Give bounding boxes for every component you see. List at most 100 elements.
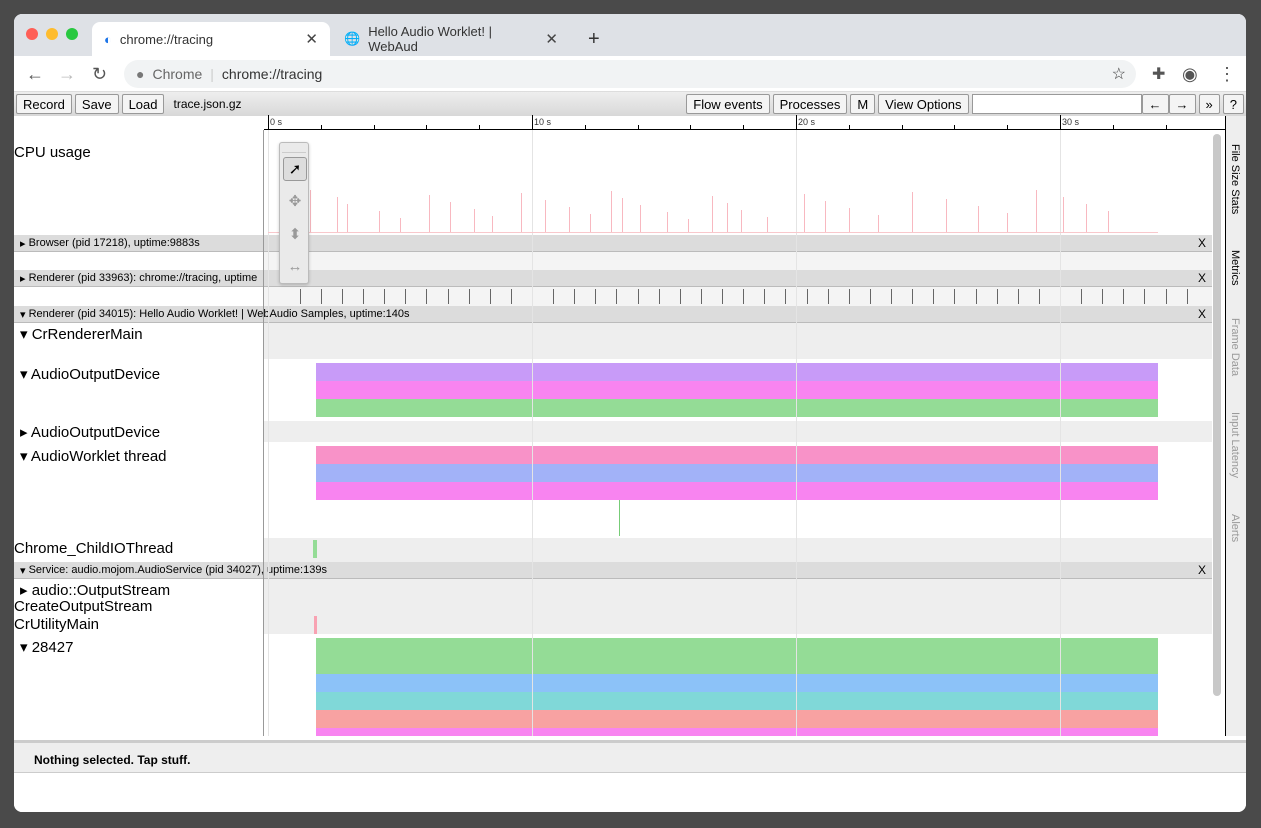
track-label-childio[interactable]: Chrome_ChildIOThread <box>14 540 174 557</box>
reload-icon[interactable]: ↻ <box>92 64 108 84</box>
help-button[interactable]: ? <box>1222 94 1244 114</box>
process-header-browser[interactable]: ▸ Browser (pid 17218), uptime:9883s X <box>14 235 1212 252</box>
time-ruler[interactable]: 0 s 10 s 20 s 30 s <box>264 115 1226 130</box>
track-label-audiooutputdevice-2[interactable]: ▸ AudioOutputDevice <box>20 424 161 441</box>
close-tab-icon[interactable]: ✕ <box>545 31 558 48</box>
crutilitymain-slice[interactable] <box>314 616 317 634</box>
renderer-event <box>806 289 808 304</box>
thread-slice[interactable] <box>315 464 1158 482</box>
thread-slice[interactable] <box>315 674 1158 692</box>
minor-tick <box>584 125 586 129</box>
omnibox[interactable]: ● Chrome | chrome://tracing ☆ <box>124 60 1136 88</box>
renderer-event <box>637 289 639 304</box>
globe-icon: 🌐 <box>344 31 361 46</box>
extensions-icon[interactable]: ✚ <box>1152 66 1166 83</box>
process-header-audio-service[interactable]: ▾ Service: audio.mojom.AudioService (pid… <box>14 562 1212 579</box>
minimize-window-button[interactable] <box>46 28 58 40</box>
thread-slice[interactable] <box>315 710 1158 728</box>
close-process-button[interactable]: X <box>1197 563 1206 577</box>
record-button[interactable]: Record <box>16 94 72 114</box>
thread-slice[interactable] <box>315 692 1158 710</box>
load-button[interactable]: Load <box>121 94 165 114</box>
forward-icon[interactable]: → <box>58 64 76 84</box>
profile-icon[interactable]: ◉ <box>1182 64 1198 84</box>
tab-tracing[interactable]: ◐ chrome://tracing ✕ <box>92 22 330 56</box>
close-process-button[interactable]: X <box>1197 307 1206 321</box>
view-options-button[interactable]: View Options <box>878 94 969 114</box>
find-next-button[interactable]: → <box>1168 94 1196 114</box>
process-header-renderer-tracing[interactable]: ▸ Renderer (pid 33963): chrome://tracing… <box>14 270 1212 287</box>
close-process-button[interactable]: X <box>1197 271 1206 285</box>
side-tab-frame-data[interactable]: Frame Data <box>1229 318 1241 377</box>
cpu-spike <box>1062 197 1064 233</box>
label-text: AudioWorklet thread <box>30 448 167 465</box>
vertical-scrollbar[interactable] <box>1213 134 1221 696</box>
search-input[interactable] <box>971 94 1142 114</box>
cpu-spike <box>400 218 401 233</box>
more-button[interactable]: » <box>1198 94 1220 114</box>
renderer-event <box>700 289 702 304</box>
drag-handle[interactable] <box>282 145 306 153</box>
thread-slice[interactable] <box>315 482 1158 500</box>
renderer-event <box>933 289 935 304</box>
pan-tool-icon[interactable]: ✥ <box>288 193 302 210</box>
thread-slice[interactable] <box>315 399 1158 417</box>
renderer-event <box>891 289 893 304</box>
cpu-spike <box>568 207 570 233</box>
menu-icon[interactable]: ⋮ <box>1218 64 1236 84</box>
metadata-button[interactable]: M <box>850 94 876 114</box>
renderer-event <box>785 289 787 304</box>
track-label-audioworklet[interactable]: ▾ AudioWorklet thread <box>20 448 167 465</box>
side-tab-input-latency[interactable]: Input Latency <box>1229 412 1241 479</box>
selection-status: Nothing selected. Tap stuff. <box>14 743 1246 773</box>
worklet-slice[interactable] <box>619 500 620 536</box>
outputstream-track <box>264 579 1212 634</box>
timing-tool-icon[interactable]: ↔ <box>287 258 303 275</box>
star-icon[interactable]: ☆ <box>1111 66 1126 83</box>
childio-slice[interactable] <box>313 540 317 558</box>
thread-slice[interactable] <box>315 728 1158 736</box>
thread-slice[interactable] <box>315 638 1158 656</box>
renderer-event <box>658 289 660 304</box>
track-label-crutilitymain[interactable]: CrUtilityMain <box>14 616 100 633</box>
track-label-outputstream[interactable]: ▸ audio::OutputStream <box>20 582 171 599</box>
save-button[interactable]: Save <box>74 94 119 114</box>
process-header-renderer-audio[interactable]: ▾ Renderer (pid 34015): Hello Audio Work… <box>14 306 1212 323</box>
minor-tick <box>954 125 956 129</box>
renderer-event <box>384 289 386 304</box>
processes-button[interactable]: Processes <box>772 94 848 114</box>
flow-events-button[interactable]: Flow events <box>686 94 770 114</box>
minor-tick <box>373 125 375 129</box>
gridline <box>796 130 797 736</box>
browser-track <box>264 252 1212 270</box>
zoom-tool-icon[interactable]: ⬍ <box>288 226 302 243</box>
back-icon[interactable]: ← <box>26 64 44 84</box>
track-label-createoutputstream[interactable]: CreateOutputStream <box>14 598 153 615</box>
tab-audio-worklet[interactable]: 🌐 Hello Audio Worklet! | WebAud ✕ <box>332 22 570 56</box>
side-tab-file-size-stats[interactable]: File Size Stats <box>1229 144 1241 215</box>
maximize-window-button[interactable] <box>66 28 78 40</box>
renderer-event <box>1123 289 1125 304</box>
timeline-tracks[interactable]: CPU usage ▸ Browser (pid 17218), uptime:… <box>14 130 1212 736</box>
cpu-spike <box>1007 213 1009 233</box>
new-tab-button[interactable]: + <box>588 27 600 50</box>
thread-slice[interactable] <box>315 363 1158 381</box>
side-tab-metrics[interactable]: Metrics <box>1229 250 1241 286</box>
crrenderermain-track <box>264 323 1212 359</box>
thread-slice[interactable] <box>315 446 1158 464</box>
track-label-audiooutputdevice[interactable]: ▾ AudioOutputDevice <box>20 366 161 383</box>
track-label-28427[interactable]: ▾ 28427 <box>20 639 74 656</box>
close-process-button[interactable]: X <box>1197 236 1206 250</box>
side-tab-alerts[interactable]: Alerts <box>1229 514 1241 543</box>
thread-slice[interactable] <box>315 656 1158 674</box>
find-previous-button[interactable]: ← <box>1141 94 1169 114</box>
close-tab-icon[interactable]: ✕ <box>305 31 318 48</box>
renderer-event <box>468 289 470 304</box>
close-window-button[interactable] <box>26 28 38 40</box>
thread-slice[interactable] <box>315 381 1158 399</box>
cpu-spike <box>1086 204 1088 233</box>
selection-tool-icon[interactable]: ➚ <box>283 157 307 181</box>
renderer-event <box>1081 289 1083 304</box>
track-label-crrenderermain[interactable]: ▾ CrRendererMain <box>20 326 143 343</box>
label-text: audio::OutputStream <box>31 582 171 599</box>
